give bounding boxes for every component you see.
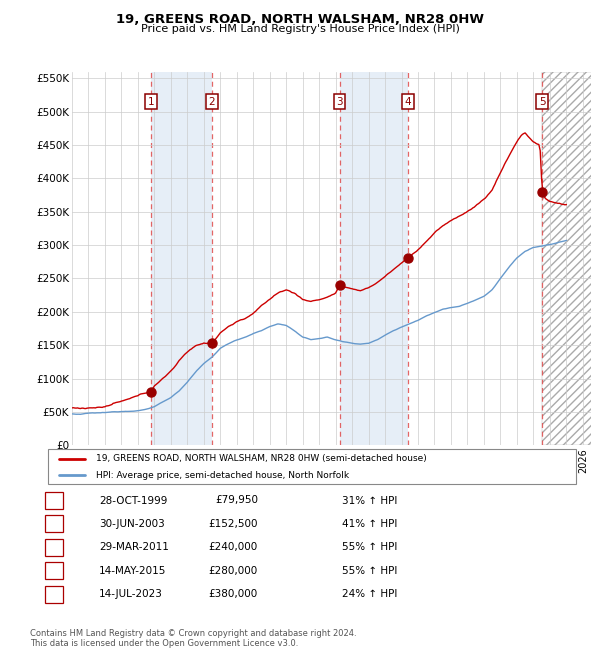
Text: 14-MAY-2015: 14-MAY-2015 — [99, 566, 166, 576]
Text: £280,000: £280,000 — [209, 566, 258, 576]
Bar — [151, 72, 212, 445]
Text: 19, GREENS ROAD, NORTH WALSHAM, NR28 0HW (semi-detached house): 19, GREENS ROAD, NORTH WALSHAM, NR28 0HW… — [95, 454, 426, 463]
Text: 2: 2 — [50, 519, 58, 529]
Text: 29-MAR-2011: 29-MAR-2011 — [99, 542, 169, 552]
Text: 30-JUN-2003: 30-JUN-2003 — [99, 519, 165, 529]
Text: 28-OCT-1999: 28-OCT-1999 — [99, 495, 167, 506]
Text: 24% ↑ HPI: 24% ↑ HPI — [342, 589, 397, 599]
Text: 55% ↑ HPI: 55% ↑ HPI — [342, 566, 397, 576]
Text: 3: 3 — [50, 542, 58, 552]
Text: 41% ↑ HPI: 41% ↑ HPI — [342, 519, 397, 529]
Bar — [340, 72, 407, 445]
Text: £380,000: £380,000 — [209, 589, 258, 599]
Text: 14-JUL-2023: 14-JUL-2023 — [99, 589, 163, 599]
Bar — [542, 72, 600, 445]
Text: 31% ↑ HPI: 31% ↑ HPI — [342, 495, 397, 506]
Text: HPI: Average price, semi-detached house, North Norfolk: HPI: Average price, semi-detached house,… — [95, 471, 349, 480]
Text: Contains HM Land Registry data © Crown copyright and database right 2024.
This d: Contains HM Land Registry data © Crown c… — [30, 629, 356, 648]
Text: 1: 1 — [50, 495, 58, 506]
Text: 5: 5 — [539, 97, 545, 107]
Text: £152,500: £152,500 — [209, 519, 258, 529]
Text: £240,000: £240,000 — [209, 542, 258, 552]
Text: 3: 3 — [336, 97, 343, 107]
Text: Price paid vs. HM Land Registry's House Price Index (HPI): Price paid vs. HM Land Registry's House … — [140, 24, 460, 34]
Text: 5: 5 — [50, 589, 58, 599]
Text: 2: 2 — [209, 97, 215, 107]
Text: 19, GREENS ROAD, NORTH WALSHAM, NR28 0HW: 19, GREENS ROAD, NORTH WALSHAM, NR28 0HW — [116, 13, 484, 26]
Text: £79,950: £79,950 — [215, 495, 258, 506]
Text: 4: 4 — [404, 97, 411, 107]
Text: 55% ↑ HPI: 55% ↑ HPI — [342, 542, 397, 552]
Text: 1: 1 — [148, 97, 155, 107]
Text: 4: 4 — [50, 566, 58, 576]
